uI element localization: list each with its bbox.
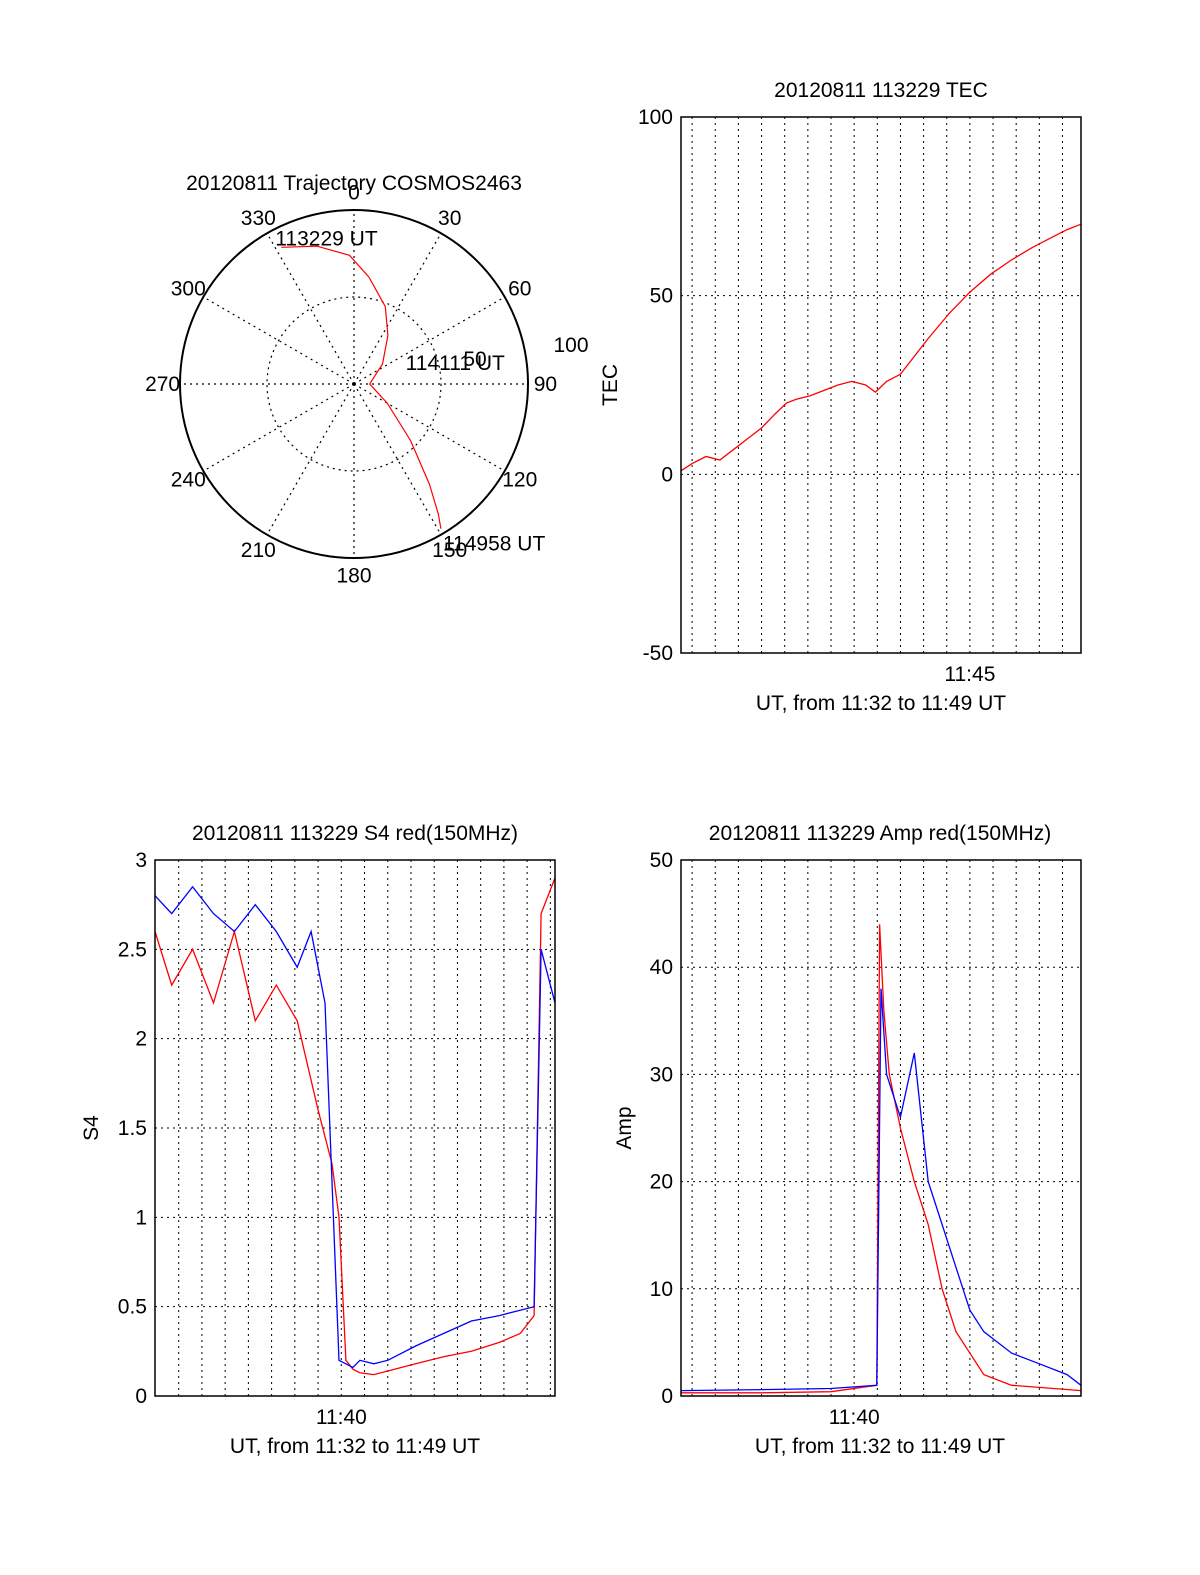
tec-xlabel: UT, from 11:32 to 11:49 UT [756, 692, 1006, 715]
y-tick-label: 20 [650, 1171, 673, 1194]
y-tick-label: 0 [661, 1385, 673, 1408]
polar-radial-label: 100 [553, 334, 588, 357]
y-tick-label: 0.5 [118, 1296, 147, 1319]
polar-azimuth-label: 90 [534, 373, 557, 396]
polar-azimuth-label: 30 [438, 207, 461, 230]
polar-azimuth-label: 240 [171, 469, 206, 492]
y-tick-label: 40 [650, 956, 673, 979]
y-tick-label: 50 [650, 849, 673, 872]
data-series-line [154, 885, 556, 1369]
polar-azimuth-label: 300 [171, 277, 206, 300]
amp-title: 20120811 113229 Amp red(150MHz) [709, 822, 1051, 845]
polar-grid-spoke [203, 383, 355, 472]
y-tick-label: 100 [638, 106, 673, 129]
polar-grid-spoke [353, 296, 505, 385]
y-tick-label: 0 [661, 463, 673, 486]
polar-azimuth-label: 210 [241, 539, 276, 562]
polar-azimuth-label: 150 [432, 539, 467, 562]
tec-ylabel: TEC [599, 364, 622, 406]
tec-title: 20120811 113229 TEC [774, 79, 988, 102]
data-series-line [680, 223, 1082, 472]
s4-ylabel: S4 [80, 1115, 103, 1141]
x-tick-label: 11:40 [829, 1406, 880, 1429]
polar-trajectory-panel: 20120811 Trajectory COSMOS2463 0 30 60 90 12… [145, 172, 588, 587]
trajectory-line [281, 245, 442, 529]
polar-azimuth-label: 60 [508, 277, 531, 300]
polar-azimuth-label: 180 [336, 564, 371, 587]
polar-grid-circle [266, 296, 442, 472]
polar-grid-spoke [266, 233, 355, 385]
y-tick-label: 0 [135, 1385, 147, 1408]
polar-grid-spoke [353, 233, 442, 385]
data-series-line [681, 924, 1082, 1394]
data-series-line [680, 988, 1082, 1392]
trajectory-time-label: 114958 UT [443, 533, 546, 556]
tec-panel: 20120811 113229 TEC UT, from 11:32 to 11… [599, 79, 1082, 715]
polar-outer-circle [179, 209, 529, 559]
plot-frame [680, 116, 1082, 654]
trajectory-time-label: 113229 UT [275, 227, 378, 250]
polar-grid-spoke [353, 383, 505, 472]
y-tick-label: 2.5 [118, 938, 147, 961]
polar-grid-spoke [266, 383, 355, 535]
x-tick-label: 11:45 [944, 663, 995, 686]
polar-azimuth-label: 270 [145, 373, 180, 396]
y-tick-label: 1.5 [118, 1117, 147, 1140]
polar-grid-spoke [353, 383, 442, 535]
plot-frame [154, 859, 556, 1397]
trajectory-time-label: 114111 UT [406, 352, 505, 375]
plot-frame [680, 859, 1082, 1397]
y-tick-label: 2 [135, 1028, 147, 1051]
polar-azimuth-label: 120 [502, 469, 537, 492]
y-tick-label: 10 [650, 1278, 673, 1301]
s4-panel: 20120811 113229 S4 red(150MHz) UT, from … [80, 822, 556, 1458]
y-tick-label: 3 [135, 849, 147, 872]
y-tick-label: 30 [650, 1063, 673, 1086]
y-tick-label: 1 [135, 1206, 147, 1229]
y-tick-label: 50 [650, 285, 673, 308]
x-tick-label: 11:40 [316, 1406, 367, 1429]
polar-azimuth-label: 0 [348, 182, 360, 205]
polar-title: 20120811 Trajectory COSMOS2463 [186, 172, 522, 195]
polar-grid-spoke [203, 296, 355, 385]
polar-radial-label: 50 [463, 348, 486, 371]
polar-azimuth-label: 330 [241, 207, 276, 230]
amp-ylabel: Amp [613, 1106, 636, 1149]
s4-title: 20120811 113229 S4 red(150MHz) [192, 822, 518, 845]
amp-xlabel: UT, from 11:32 to 11:49 UT [755, 1435, 1005, 1458]
data-series-line [154, 877, 556, 1376]
y-tick-label: -50 [643, 642, 673, 665]
s4-xlabel: UT, from 11:32 to 11:49 UT [230, 1435, 480, 1458]
amp-panel: 20120811 113229 Amp red(150MHz) UT, from… [613, 822, 1082, 1458]
